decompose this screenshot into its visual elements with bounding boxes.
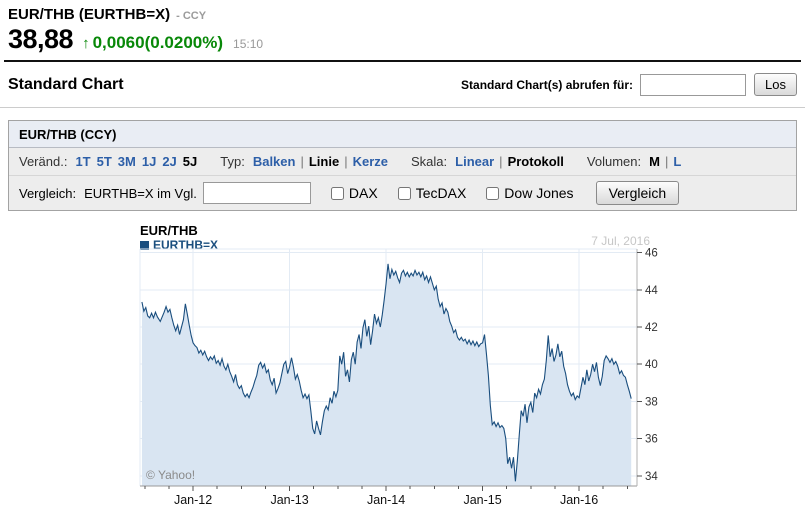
toolbar-option-2j[interactable]: 2J: [162, 154, 177, 169]
svg-text:44: 44: [645, 285, 658, 297]
svg-text:Jan-14: Jan-14: [367, 493, 405, 507]
fetch-chart-label: Standard Chart(s) abrufen für:: [461, 77, 634, 92]
separator: |: [499, 154, 503, 169]
toolbar-option-balken[interactable]: Balken: [252, 154, 296, 169]
toolbar-option-protokoll: Protokoll: [507, 154, 564, 169]
toolbar-option-1t[interactable]: 1T: [75, 154, 91, 169]
price-chart-svg: Jan-12 Jan-13 Jan-14 Jan-15 Jan-16 34 36 38 40 42…: [139, 248, 658, 507]
quote-change: 0,0060(0.0200%): [92, 33, 224, 52]
checkbox-input[interactable]: [486, 186, 500, 200]
separator: |: [300, 154, 304, 169]
legend-swatch-icon: [140, 240, 149, 250]
compare-symbol-text: EURTHB=X im Vgl.: [84, 185, 197, 201]
chart-toolbar: Veränd.: 1T 5T 3M 1J 2J 5J Typ: Balken | Linie | Ker…: [9, 148, 796, 176]
svg-text:Jan-12: Jan-12: [174, 493, 212, 507]
toolbar-option-linear[interactable]: Linear: [455, 154, 495, 169]
header-divider: [4, 60, 801, 62]
checkbox-label: DAX: [348, 185, 378, 201]
subheader: Standard Chart Standard Chart(s) abrufen…: [0, 62, 805, 107]
quote-type-label: - CCY: [176, 10, 207, 22]
toolbar-option-m: M: [649, 154, 660, 169]
svg-text:Jan-15: Jan-15: [463, 493, 501, 507]
toolbar-group-skala: Skala: Linear | Protokoll: [411, 154, 567, 169]
vergleich-button[interactable]: Vergleich: [595, 181, 680, 205]
compare-checkbox-group: DAX TecDAX Dow Jones: [311, 185, 574, 201]
compare-symbol-input[interactable]: [202, 182, 311, 204]
svg-text:42: 42: [645, 322, 658, 334]
separator: |: [664, 154, 669, 169]
toolbar-group-veränd: Veränd.: 1T 5T 3M 1J 2J 5J: [19, 154, 200, 169]
toolbar-group-volumen: Volumen: M | L: [587, 154, 684, 169]
svg-text:34: 34: [645, 471, 658, 483]
checkbox-label: TecDAX: [415, 185, 467, 201]
svg-text:36: 36: [645, 434, 658, 446]
toolbar-option-linie: Linie: [308, 154, 340, 169]
separator: |: [344, 154, 348, 169]
chart-date-label: 7 Jul, 2016: [591, 234, 650, 248]
up-arrow-icon: ↑: [82, 35, 90, 52]
compare-checkbox-tecdax[interactable]: TecDAX: [397, 185, 467, 201]
quote-symbol-title: EUR/THB (EURTHB=X): [8, 6, 171, 23]
svg-text:40: 40: [645, 359, 658, 371]
toolbar-option-5j: 5J: [182, 154, 198, 169]
checkbox-input[interactable]: [330, 186, 344, 200]
compare-checkbox-dow-jones[interactable]: Dow Jones: [486, 185, 574, 201]
svg-text:Jan-13: Jan-13: [270, 493, 308, 507]
yahoo-watermark: © Yahoo!: [146, 468, 195, 482]
chart-title: EUR/THB: [140, 223, 198, 238]
svg-text:38: 38: [645, 396, 658, 408]
checkbox-label: Dow Jones: [504, 185, 574, 201]
compare-checkbox-dax[interactable]: DAX: [330, 185, 378, 201]
chart: EUR/THB EURTHB=X 7 Jul, 2016 Jan-12 Jan-1…: [0, 217, 805, 517]
svg-text:46: 46: [645, 248, 658, 260]
panel-title: EUR/THB (CCY): [9, 121, 796, 148]
toolbar-option-kerze[interactable]: Kerze: [352, 154, 389, 169]
toolbar-group-label: Typ:: [220, 154, 245, 169]
fetch-chart-form: Standard Chart(s) abrufen für: Los: [461, 73, 797, 96]
fetch-symbol-input[interactable]: [640, 73, 747, 96]
chart-panel: EUR/THB (CCY) Veränd.: 1T 5T 3M 1J 2J 5J Typ: Ba…: [8, 120, 797, 211]
toolbar-group-label: Volumen:: [586, 154, 642, 169]
svg-text:Jan-16: Jan-16: [560, 493, 598, 507]
toolbar-group-label: Skala:: [411, 154, 448, 169]
quote-price: 38,88: [8, 24, 74, 54]
quote-header: EUR/THB (EURTHB=X) - CCY 38,88 ↑ 0,0060(…: [0, 0, 805, 60]
quote-time: 15:10: [233, 37, 264, 51]
los-button[interactable]: Los: [754, 73, 797, 96]
compare-label: Vergleich:: [19, 185, 77, 201]
checkbox-input[interactable]: [397, 186, 411, 200]
compare-row: Vergleich: EURTHB=X im Vgl. DAX TecDAX Dow…: [9, 176, 796, 210]
toolbar-option-l[interactable]: L: [673, 154, 682, 169]
toolbar-option-3m[interactable]: 3M: [117, 154, 136, 169]
toolbar-option-5t[interactable]: 5T: [96, 154, 112, 169]
toolbar-group-label: Veränd.:: [19, 154, 68, 169]
toolbar-group-typ: Typ: Balken | Linie | Kerze: [220, 154, 391, 169]
toolbar-option-1j[interactable]: 1J: [141, 154, 157, 169]
subheader-divider: [0, 107, 805, 108]
page-title: Standard Chart: [8, 75, 124, 93]
